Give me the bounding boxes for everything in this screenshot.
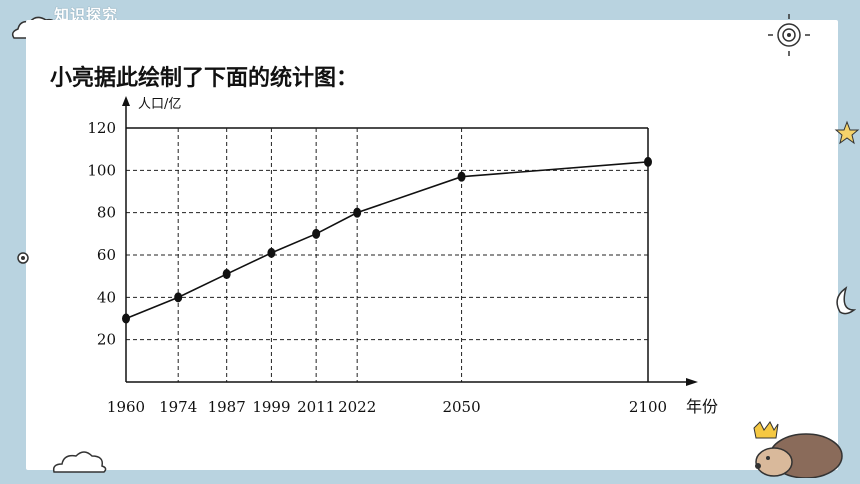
hedgehog-icon: [753, 421, 843, 478]
x-tick-label: 1960: [107, 398, 145, 416]
y-axis-label: 人口/亿: [138, 97, 181, 112]
star-icon: [834, 120, 860, 145]
moon-icon: [836, 286, 856, 315]
y-axis-arrow: [122, 96, 130, 106]
data-point: [222, 269, 231, 280]
x-tick-label: 1987: [208, 398, 246, 416]
data-point: [312, 228, 321, 239]
y-tick-label: 60: [97, 246, 116, 264]
sun-icon: [768, 14, 810, 56]
x-axis-arrow: [686, 378, 698, 386]
x-tick-label: 2011: [297, 398, 335, 416]
data-point: [122, 313, 130, 324]
data-point: [174, 292, 183, 303]
x-tick-label: 1999: [252, 398, 290, 416]
page-title: 小亮据此绘制了下面的统计图：: [50, 66, 359, 91]
y-tick-label: 40: [97, 288, 116, 306]
y-tick-label: 80: [97, 204, 116, 222]
content-card: [26, 20, 838, 470]
spiral-icon: [17, 252, 29, 264]
header-label: 知识探究: [54, 6, 119, 24]
x-tick-label: 1974: [159, 398, 197, 416]
data-point: [353, 207, 362, 218]
y-tick-label: 120: [87, 119, 116, 137]
y-tick-label: 20: [97, 331, 116, 349]
x-tick-label: 2100: [629, 398, 667, 416]
data-point: [644, 156, 652, 167]
cloud-icon: [52, 451, 107, 473]
data-point: [267, 247, 276, 258]
y-tick-label: 100: [87, 161, 116, 179]
x-tick-label: 2022: [338, 398, 376, 416]
x-tick-label: 2050: [442, 398, 480, 416]
series-line: [125, 161, 649, 320]
x-axis-label: 年份: [686, 397, 718, 416]
data-point: [457, 171, 466, 182]
